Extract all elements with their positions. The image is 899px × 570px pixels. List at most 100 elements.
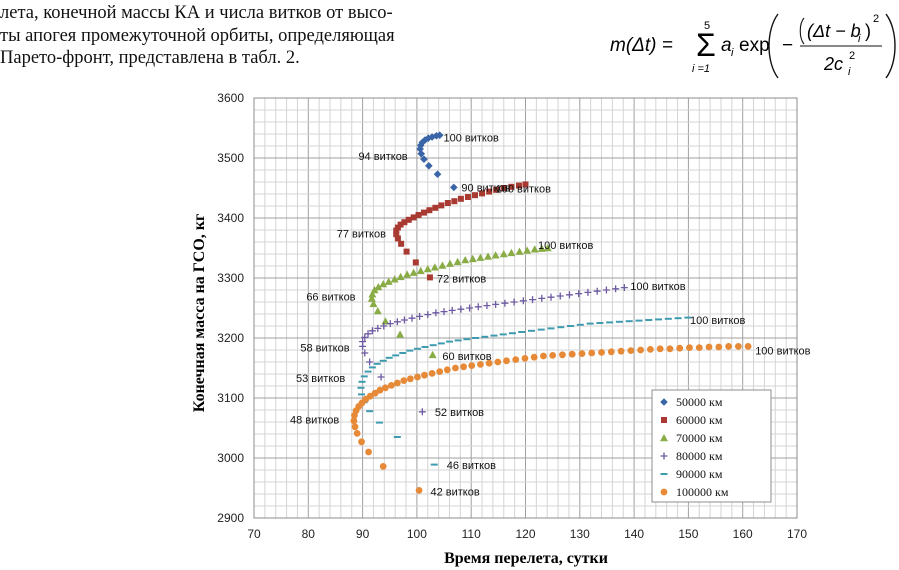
data-point [575, 290, 583, 298]
data-point [457, 305, 465, 313]
data-point [396, 330, 405, 338]
data-point [523, 246, 532, 254]
data-point [448, 306, 456, 314]
data-point [491, 251, 500, 259]
data-point [369, 299, 378, 308]
data-point [715, 343, 723, 351]
data-point [451, 198, 458, 205]
data-point [374, 324, 382, 332]
data-point [559, 351, 566, 359]
formula-sum-upper: 5 [704, 20, 710, 32]
data-point [412, 259, 419, 266]
data-point [433, 170, 442, 178]
data-point [522, 181, 529, 188]
data-point [415, 212, 422, 218]
annotation-label: 72 витков [437, 274, 486, 286]
data-point [512, 356, 520, 363]
data-point [588, 349, 596, 357]
data-point [510, 298, 518, 306]
data-point [593, 287, 601, 295]
annotation-label: 94 витков [358, 151, 407, 163]
y-tick-label: 3600 [217, 91, 244, 105]
annotation-label: 100 витков [630, 281, 685, 293]
annotation-label: 90 витков [461, 182, 510, 194]
data-point [384, 277, 393, 285]
annotation-label: 77 витков [337, 229, 386, 241]
x-tick-label: 70 [247, 527, 261, 541]
data-point [440, 308, 448, 316]
data-point [386, 320, 394, 328]
data-point [351, 423, 359, 431]
annotation-label: 100 витков [690, 315, 745, 327]
data-point [436, 368, 444, 375]
data-point [368, 290, 377, 298]
data-point [568, 350, 576, 358]
data-point [405, 216, 412, 223]
num-left-paren-icon [799, 17, 805, 45]
data-point [406, 375, 414, 383]
data-point [428, 370, 436, 377]
data-point [529, 296, 537, 304]
data-point [479, 190, 486, 197]
data-point [370, 286, 379, 294]
data-point [400, 316, 408, 324]
data-point [403, 248, 410, 255]
data-point [426, 207, 433, 214]
y-tick-label: 2900 [217, 511, 244, 525]
data-point [415, 487, 423, 494]
data-point [397, 221, 404, 228]
data-point [744, 343, 752, 350]
data-point [393, 379, 401, 387]
data-point [359, 338, 367, 346]
data-point [660, 452, 668, 460]
x-tick-label: 170 [787, 527, 807, 541]
data-point [387, 382, 395, 389]
data-point [366, 392, 374, 400]
data-point [627, 347, 635, 354]
data-point [435, 131, 444, 139]
data-point [444, 200, 451, 206]
data-point [556, 292, 564, 300]
data-point [543, 244, 552, 252]
formula-term: a [721, 35, 732, 56]
data-point [617, 347, 625, 355]
data-point [403, 270, 412, 278]
formula-numerator-sub: i [858, 33, 861, 45]
data-point [418, 408, 426, 416]
data-point [549, 352, 557, 359]
data-point [499, 250, 508, 258]
legend-label: 90000 км [676, 467, 723, 481]
data-point [443, 366, 451, 374]
data-point [379, 463, 387, 470]
x-axis-label: Время перелета, сутки [444, 550, 608, 567]
data-point [530, 353, 538, 361]
formula-lhs: m(Δt) = [610, 35, 673, 56]
data-point [466, 304, 474, 312]
data-point [607, 348, 615, 356]
data-point [432, 309, 440, 317]
data-point [393, 318, 401, 326]
formula: m(Δt) = 5 Σ i =1 a i exp − (Δt − b i ) 2… [610, 13, 896, 79]
plot-area [253, 97, 798, 519]
data-point [379, 280, 388, 288]
data-point [368, 327, 376, 335]
data-point [503, 357, 510, 365]
data-point [380, 322, 388, 330]
paragraph-line: ты апогея промежуточной орбиты, определя… [0, 25, 395, 46]
data-point [421, 371, 428, 379]
data-point [472, 192, 479, 199]
data-point [366, 358, 374, 366]
formula-minus: − [782, 35, 793, 56]
data-point [464, 194, 471, 200]
legend-label: 70000 км [676, 431, 723, 445]
series-group [416, 131, 458, 192]
series-group [393, 181, 529, 281]
data-point [565, 291, 573, 299]
data-point [432, 132, 441, 140]
data-point [408, 314, 416, 322]
annotation-label: 66 витков [306, 292, 355, 304]
data-point [398, 240, 405, 247]
data-point [350, 417, 358, 425]
data-point [396, 272, 405, 281]
data-point [501, 299, 509, 307]
